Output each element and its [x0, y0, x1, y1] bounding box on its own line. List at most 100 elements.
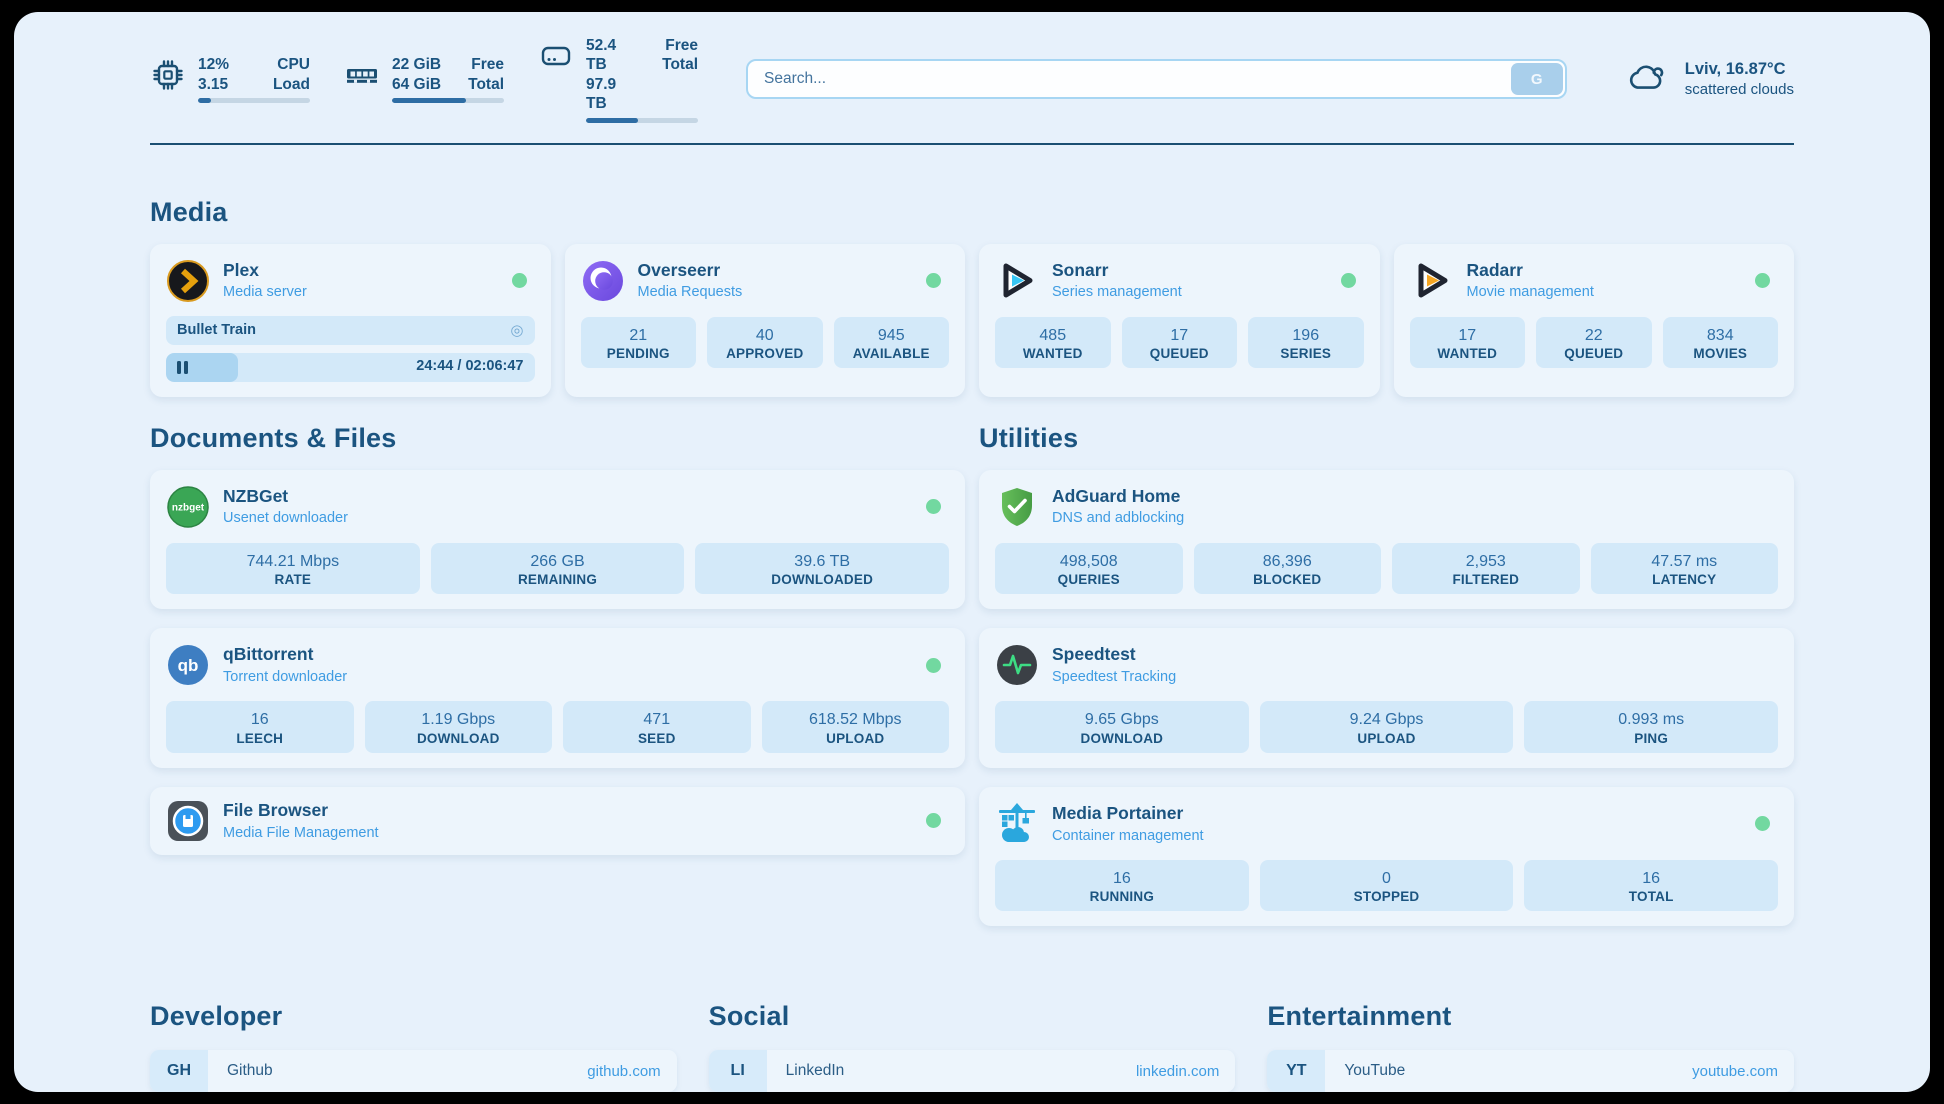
stat-tile: 485 WANTED: [995, 316, 1111, 369]
search-input[interactable]: [746, 59, 1567, 100]
adguard-icon: [995, 485, 1039, 529]
weather-condition: scattered clouds: [1684, 81, 1794, 99]
status-dot: [926, 273, 941, 288]
stat-value: 0.993 ms: [1618, 711, 1685, 729]
disk-total: 97.9 TB: [586, 75, 617, 113]
plex-icon: [166, 259, 210, 303]
section-title-utilities: Utilities: [979, 422, 1079, 453]
link-url: linkedin.com: [1135, 1062, 1220, 1080]
cpu-icon: [150, 55, 186, 98]
stat-label: MOVIES: [1693, 346, 1748, 362]
card-radarr[interactable]: Radarr Movie management 17 WANTED 22 QUE…: [1393, 243, 1794, 397]
stat-value: 2,953: [1465, 552, 1506, 570]
status-dot: [926, 499, 941, 514]
card-sonarr[interactable]: Sonarr Series management 485 WANTED 17 Q…: [979, 243, 1380, 397]
link-youtube[interactable]: YT YouTube youtube.com: [1267, 1050, 1794, 1092]
stat-label: DOWNLOAD: [416, 730, 500, 746]
stat-tile: 9.65 Gbps DOWNLOAD: [995, 701, 1249, 753]
search-bar: G: [746, 59, 1567, 100]
dashboard-panel: 12% 3.15 CPU Load: [14, 12, 1930, 1092]
stat-label: UPLOAD: [826, 730, 885, 746]
stat-tile: 40 APPROVED: [707, 316, 823, 369]
stat-value: 945: [877, 326, 905, 344]
status-dot: [926, 657, 941, 673]
stat-tile: 16 TOTAL: [1524, 859, 1779, 912]
stat-value: 16: [250, 711, 269, 729]
card-filebrowser[interactable]: File Browser Media File Management: [150, 786, 965, 855]
session-icon: [510, 321, 523, 339]
service-subtitle: Container management: [1052, 827, 1204, 844]
link-name: YouTube: [1344, 1062, 1406, 1080]
stat-tile: 9.24 Gbps UPLOAD: [1259, 701, 1514, 753]
portainer-icon: [995, 802, 1039, 846]
overseerr-icon: [581, 259, 625, 303]
link-url: github.com: [587, 1062, 661, 1080]
pause-icon: [177, 360, 188, 374]
nzbget-icon: nzbget: [166, 485, 210, 529]
stat-label: STOPPED: [1353, 889, 1420, 905]
stat-value: 9.24 Gbps: [1349, 711, 1424, 729]
stat-tile: 0.993 ms PING: [1524, 701, 1779, 753]
status-dot: [511, 273, 527, 288]
cloud-icon: [1625, 59, 1671, 100]
search-engine-button[interactable]: G: [1510, 63, 1563, 96]
section-title-media: Media: [150, 196, 228, 227]
disk-free: 52.4 TB: [586, 37, 617, 74]
stat-tile: 471 SEED: [563, 701, 751, 753]
card-speedtest[interactable]: Speedtest Speedtest Tracking 9.65 Gbps D…: [979, 628, 1794, 768]
disk-label-bottom: Total: [662, 56, 698, 74]
playback-time: 24:44 / 02:06:47: [416, 357, 524, 374]
stat-label: TOTAL: [1628, 889, 1674, 905]
stat-value: 498,508: [1059, 552, 1118, 570]
stat-tile: 16 LEECH: [166, 701, 354, 753]
status-dot: [1755, 816, 1770, 832]
status-dot: [1340, 273, 1356, 288]
stat-value: 9.65 Gbps: [1084, 711, 1159, 729]
stat-tile: 86,396 BLOCKED: [1193, 542, 1381, 595]
link-linkedin[interactable]: LI LinkedIn linkedin.com: [708, 1050, 1236, 1092]
stat-tile: 834 MOVIES: [1662, 316, 1778, 369]
service-subtitle: DNS and adblocking: [1052, 510, 1185, 527]
stat-tile: 39.6 TB DOWNLOADED: [695, 542, 950, 595]
service-name: Overseerr: [637, 259, 721, 280]
playback-progress: 24:44 / 02:06:47: [166, 352, 535, 382]
stat-tile: 16 RUNNING: [995, 859, 1249, 912]
service-subtitle: Speedtest Tracking: [1052, 668, 1177, 685]
service-subtitle: Media File Management: [223, 824, 379, 841]
link-abbr: YT: [1267, 1050, 1326, 1092]
filebrowser-icon: [166, 799, 210, 843]
svg-text:nzbget: nzbget: [172, 502, 205, 513]
service-name: NZBGet: [223, 485, 289, 506]
stat-label: BLOCKED: [1253, 572, 1322, 588]
status-dot: [926, 813, 941, 829]
stat-value: 1.19 Gbps: [421, 711, 496, 729]
stat-label: SERIES: [1280, 346, 1332, 362]
card-portainer[interactable]: Media Portainer Container management 16 …: [979, 786, 1794, 927]
cpu-progress-bar: [198, 98, 310, 104]
disk-icon: [538, 36, 574, 79]
link-name: Github: [227, 1062, 273, 1080]
service-subtitle: Series management: [1052, 284, 1182, 301]
link-github[interactable]: GH Github github.com: [150, 1050, 677, 1092]
stat-label: PING: [1634, 730, 1669, 746]
card-qbittorrent[interactable]: qb qBittorrent Torrent downloader 16 LEE…: [150, 628, 965, 768]
now-playing-title: Bullet Train: [177, 322, 256, 338]
system-stats: 12% 3.15 CPU Load: [150, 36, 698, 123]
link-url: youtube.com: [1692, 1062, 1778, 1080]
ram-free: 22 GiB: [392, 56, 442, 74]
stat-tile: 17 WANTED: [1409, 316, 1525, 369]
card-adguard[interactable]: AdGuard Home DNS and adblocking 498,508 …: [979, 469, 1794, 610]
card-nzbget[interactable]: nzbget NZBGet Usenet downloader 744.21 M…: [150, 469, 965, 610]
section-title-social: Social: [708, 1001, 790, 1032]
now-playing-row: Bullet Train: [166, 315, 535, 345]
stat-tile: 266 GB REMAINING: [430, 542, 685, 595]
stat-label: DOWNLOAD: [1080, 730, 1164, 746]
card-overseerr[interactable]: Overseerr Media Requests 21 PENDING 40 A…: [564, 243, 965, 397]
stat-label: SEED: [637, 730, 676, 746]
stat-tile: 47.57 ms LATENCY: [1590, 542, 1778, 595]
service-name: Sonarr: [1052, 259, 1109, 280]
cpu-label-bottom: Load: [272, 75, 310, 93]
cpu-stat: 12% 3.15 CPU Load: [150, 55, 310, 104]
card-plex[interactable]: Plex Media server Bullet Train 24:44 / 0…: [150, 243, 551, 397]
